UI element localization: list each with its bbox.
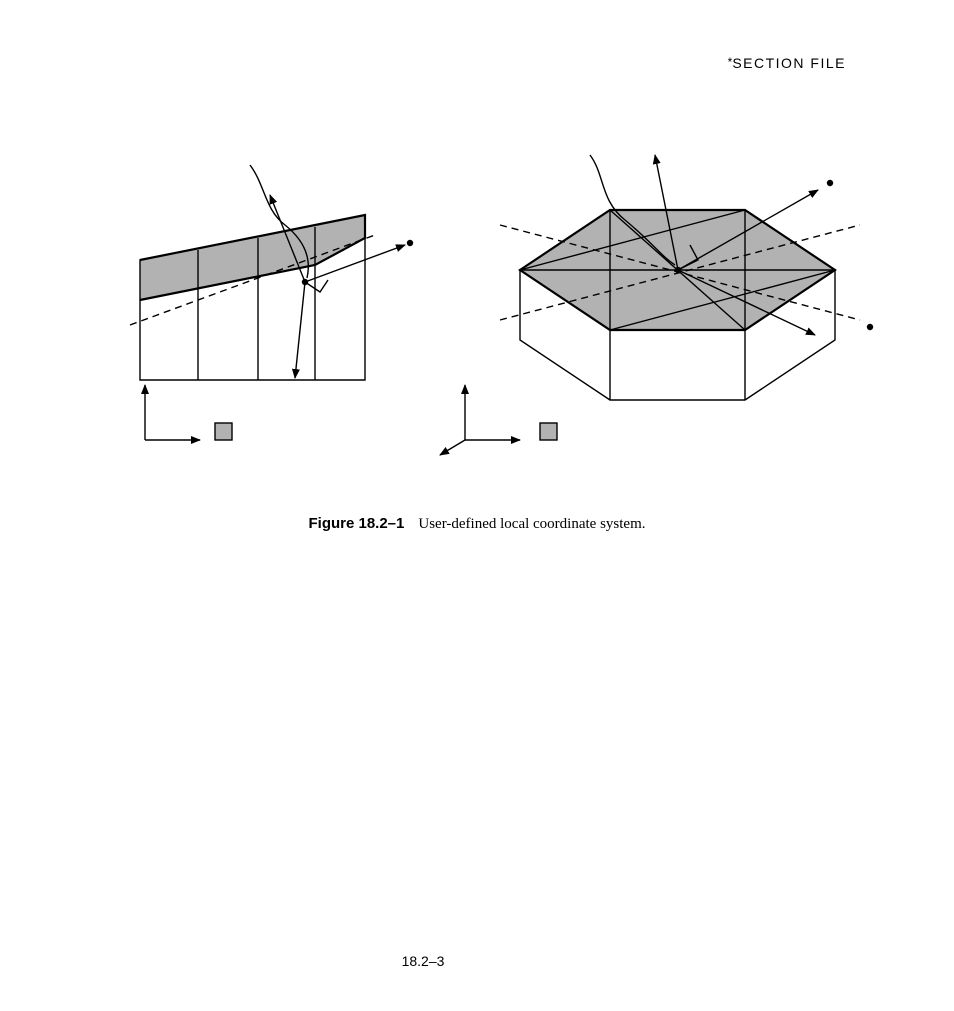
left-top-face	[140, 215, 365, 300]
page-header: *SECTION FILE	[728, 55, 846, 71]
right-dot-dr	[867, 324, 873, 330]
left-origin-dot	[302, 279, 308, 285]
right-dot-ur	[827, 180, 833, 186]
left-legend-box	[215, 423, 232, 440]
right-origin-dot	[675, 267, 681, 273]
left-arrow-d	[295, 282, 305, 378]
figure-number: Figure 18.2–1	[308, 515, 404, 532]
right-cs-z	[440, 440, 465, 455]
figure-diagram	[100, 130, 900, 490]
right-front-edges	[610, 330, 745, 400]
left-right-angle	[305, 280, 328, 292]
left-dot-ur	[407, 240, 413, 246]
right-diagram	[440, 155, 873, 455]
right-legend-box	[540, 423, 557, 440]
left-diagram	[130, 165, 413, 440]
figure-caption: Figure 18.2–1 User-defined local coordina…	[0, 515, 954, 533]
header-text: SECTION FILE	[732, 55, 846, 71]
figure-caption-text: User-defined local coordinate system.	[418, 516, 645, 532]
page-number: 18.2–3	[0, 953, 846, 969]
